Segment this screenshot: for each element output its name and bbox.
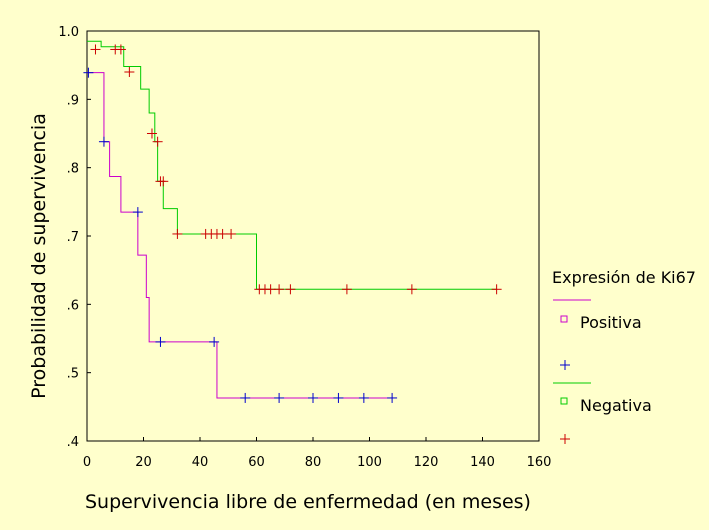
x-tick-label: 120 — [414, 455, 439, 470]
censor-mark-positiva — [83, 67, 94, 78]
y-tick-label: .7 — [67, 230, 79, 245]
y-tick-label: .9 — [67, 93, 79, 108]
y-axis-label: Probabilidad de supervivencia — [28, 113, 50, 399]
censor-mark-negativa — [491, 284, 502, 295]
censor-mark-positiva — [132, 207, 143, 218]
y-tick-label: .8 — [67, 162, 79, 177]
series-line-positiva — [87, 72, 393, 399]
legend-marker-positiva — [560, 315, 568, 323]
x-tick-label: 80 — [305, 455, 322, 470]
x-tick-label: 100 — [357, 455, 382, 470]
legend-label-positiva: Positiva — [580, 313, 642, 332]
censor-mark-positiva — [333, 392, 344, 403]
censor-mark-positiva — [308, 392, 318, 403]
legend-marker-negativa — [560, 397, 568, 405]
censor-mark-negativa — [90, 44, 101, 55]
y-axis-ticks: 1.0 .9 .8 .7 .6 .5 .4 — [58, 25, 91, 450]
censor-mark-negativa — [158, 176, 169, 187]
censor-mark-positiva — [98, 136, 109, 147]
y-tick-label: .4 — [67, 435, 79, 450]
series-line-negativa — [87, 40, 497, 290]
x-tick-label: 40 — [192, 455, 209, 470]
censor-mark-negativa — [217, 228, 228, 239]
x-tick-label: 140 — [470, 455, 495, 470]
y-tick-label: 1.0 — [58, 25, 79, 40]
legend-label-negativa: Negativa — [580, 396, 652, 415]
censor-mark-negativa — [124, 67, 135, 77]
censor-mark-negativa — [406, 284, 417, 295]
legend-censor-negativa — [560, 434, 570, 444]
legend: Expresión de Ki67 Positiva Negativa — [552, 268, 696, 444]
censor-mark-negativa — [265, 284, 276, 295]
x-tick-label: 60 — [248, 455, 265, 470]
censor-mark-positiva — [155, 336, 166, 347]
plot-frame — [86, 30, 540, 442]
x-axis-ticks: 0 20 40 60 80 100 120 140 160 — [83, 437, 552, 470]
censor-mark-negativa — [274, 284, 285, 295]
censor-mark-positiva — [240, 392, 251, 403]
censor-mark-negativa — [341, 284, 352, 295]
y-tick-label: .6 — [67, 298, 79, 313]
censor-mark-negativa — [115, 44, 126, 55]
legend-title: Expresión de Ki67 — [552, 268, 696, 287]
censor-mark-negativa — [226, 228, 237, 239]
x-tick-label: 0 — [83, 455, 91, 470]
censor-mark-negativa — [152, 136, 163, 147]
x-tick-label: 20 — [135, 455, 152, 470]
censor-mark-positiva — [274, 392, 285, 403]
censor-mark-negativa — [285, 284, 296, 295]
y-tick-label: .5 — [67, 367, 79, 382]
censor-mark-negativa — [146, 128, 157, 139]
x-tick-label: 160 — [527, 455, 552, 470]
x-axis-label: Supervivencia libre de enfermedad (en me… — [85, 491, 531, 513]
censor-mark-negativa — [172, 228, 183, 239]
censor-mark-positiva — [358, 392, 369, 403]
censor-mark-positiva — [387, 392, 398, 403]
series-layer — [83, 40, 502, 403]
legend-censor-positiva — [560, 360, 570, 370]
censor-mark-positiva — [209, 336, 220, 347]
